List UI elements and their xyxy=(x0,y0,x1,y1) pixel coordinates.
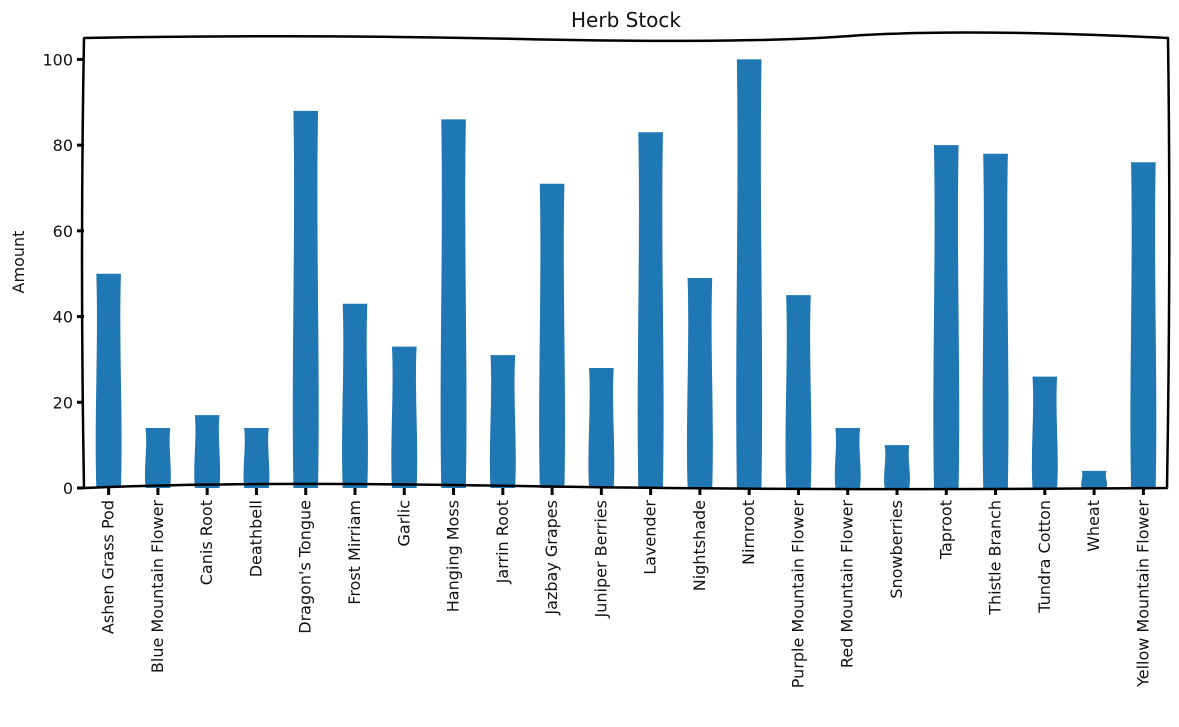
y-tick-label: 60 xyxy=(53,222,73,241)
bar xyxy=(933,145,960,488)
bar xyxy=(95,273,122,488)
bar xyxy=(539,183,566,488)
bar xyxy=(1031,376,1058,488)
bar xyxy=(834,428,861,488)
y-tick-label: 100 xyxy=(42,50,73,69)
bar xyxy=(736,59,763,489)
y-axis-label: Amount xyxy=(9,231,28,294)
bar xyxy=(785,295,812,488)
y-tick-label: 20 xyxy=(53,393,73,412)
x-tick-label: Jazbay Grapes xyxy=(542,500,561,616)
x-tick-label: Nightshade xyxy=(690,500,709,591)
x-tick-label: Wheat xyxy=(1084,500,1103,552)
x-tick-label: Thistle Branch xyxy=(986,500,1005,616)
bar xyxy=(884,445,910,488)
y-ticks-group: 0 20 40 60 80 100 xyxy=(42,50,84,498)
chart-title: Herb Stock xyxy=(571,8,681,32)
x-tick-label: Yellow Mountain Flower xyxy=(1133,500,1152,688)
bar xyxy=(144,428,171,488)
x-tick-label: Lavender xyxy=(641,500,660,575)
y-tick-label: 0 xyxy=(63,479,73,498)
bar xyxy=(1081,470,1108,488)
x-tick-label: Ashen Grass Pod xyxy=(99,500,118,634)
x-tick-label: Juniper Berries xyxy=(591,500,610,618)
bar xyxy=(440,119,467,488)
y-tick-label: 40 xyxy=(53,308,73,327)
x-tick-label: Snowberries xyxy=(887,500,906,599)
bar xyxy=(342,303,368,488)
x-tick-label: Blue Mountain Flower xyxy=(148,500,167,673)
x-tick-label: Nirnroot xyxy=(739,500,758,565)
bar xyxy=(1130,162,1157,489)
x-tick-label: Deathbell xyxy=(246,500,265,577)
bar xyxy=(243,428,270,488)
bar xyxy=(194,415,221,488)
bars-group xyxy=(95,59,1157,489)
x-tick-label: Canis Root xyxy=(197,500,216,585)
x-ticks-group: Ashen Grass Pod Blue Mountain Flower Canis… xyxy=(99,488,1152,689)
bar xyxy=(637,132,664,489)
x-tick-label: Garlic xyxy=(394,500,413,546)
bar xyxy=(391,346,418,488)
bar xyxy=(489,355,516,488)
y-tick-label: 80 xyxy=(53,136,73,155)
x-tick-label: Hanging Moss xyxy=(444,500,463,612)
x-tick-label: Jarrin Root xyxy=(493,500,512,584)
x-tick-label: Taproot xyxy=(936,500,955,560)
plot-frame xyxy=(80,31,1171,491)
x-tick-label: Dragon's Tongue xyxy=(296,500,315,634)
x-tick-label: Red Mountain Flower xyxy=(838,500,857,668)
bar xyxy=(588,368,615,488)
x-tick-label: Tundra Cotton xyxy=(1035,500,1054,614)
x-tick-label: Frost Mirriam xyxy=(345,500,364,605)
bar xyxy=(292,110,319,488)
bar xyxy=(686,278,713,488)
x-tick-label: Purple Mountain Flower xyxy=(788,500,807,689)
bar xyxy=(982,153,1009,488)
